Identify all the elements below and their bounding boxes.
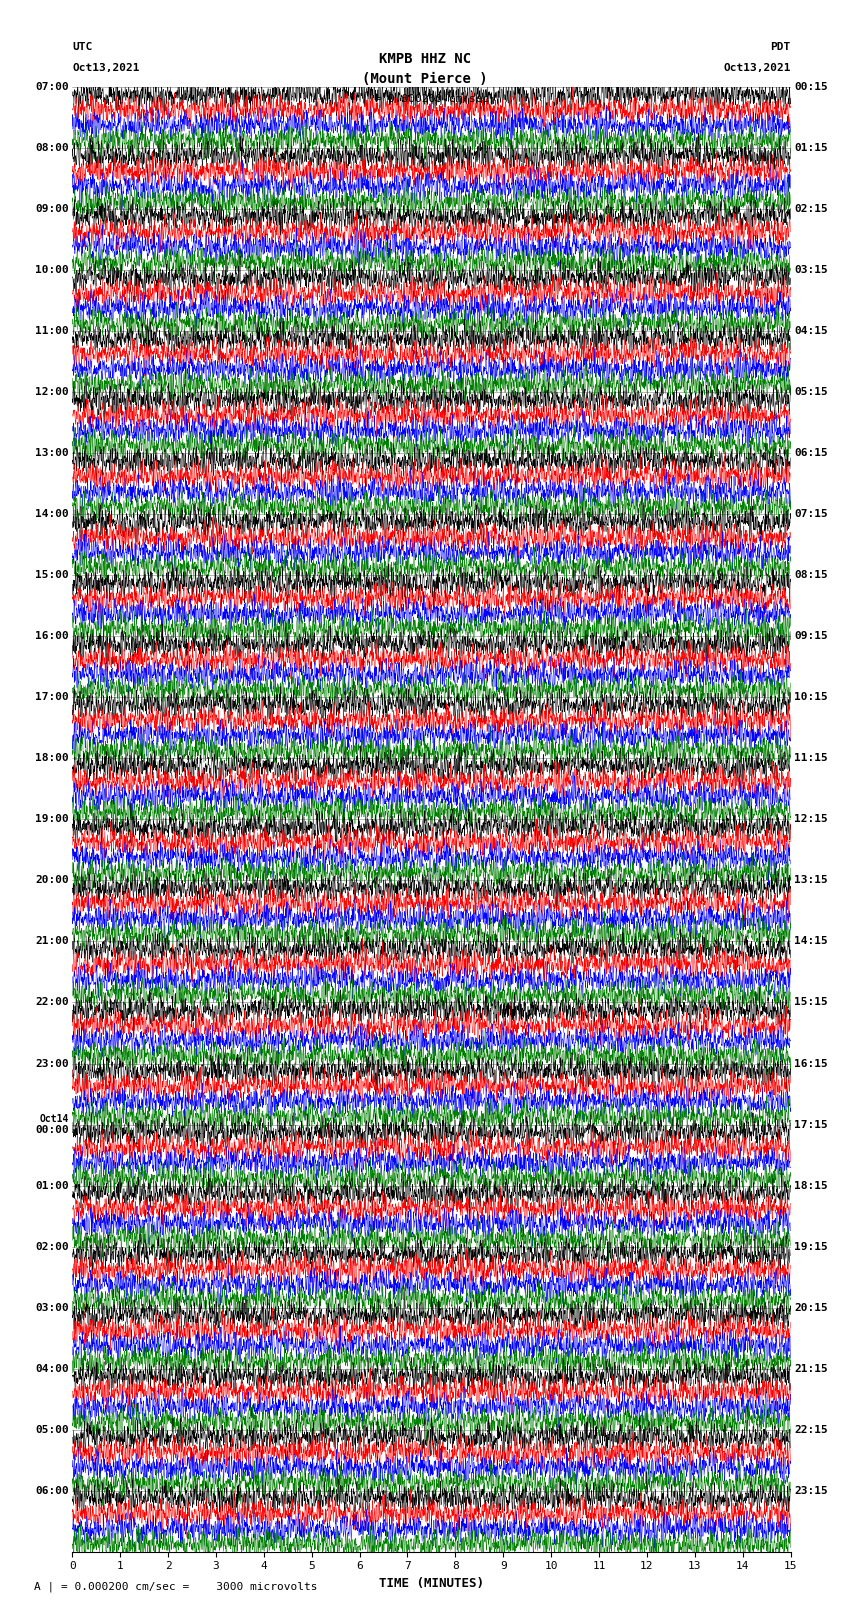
Text: 23:15: 23:15 <box>794 1486 828 1495</box>
Text: 12:00: 12:00 <box>35 387 69 397</box>
Text: 17:15: 17:15 <box>794 1119 828 1129</box>
Text: 13:15: 13:15 <box>794 876 828 886</box>
Text: 09:15: 09:15 <box>794 631 828 642</box>
Text: 18:15: 18:15 <box>794 1181 828 1190</box>
Text: 14:15: 14:15 <box>794 937 828 947</box>
Text: 20:00: 20:00 <box>35 876 69 886</box>
Text: 09:00: 09:00 <box>35 205 69 215</box>
X-axis label: TIME (MINUTES): TIME (MINUTES) <box>379 1578 484 1590</box>
Text: 06:00: 06:00 <box>35 1486 69 1495</box>
Text: 21:15: 21:15 <box>794 1363 828 1374</box>
Text: 03:00: 03:00 <box>35 1303 69 1313</box>
Text: 04:00: 04:00 <box>35 1363 69 1374</box>
Text: 03:15: 03:15 <box>794 265 828 276</box>
Text: 11:00: 11:00 <box>35 326 69 336</box>
Text: 17:00: 17:00 <box>35 692 69 702</box>
Text: 06:15: 06:15 <box>794 448 828 458</box>
Text: PDT: PDT <box>770 42 790 52</box>
Text: 19:15: 19:15 <box>794 1242 828 1252</box>
Text: 01:00: 01:00 <box>35 1181 69 1190</box>
Text: 20:15: 20:15 <box>794 1303 828 1313</box>
Text: 02:15: 02:15 <box>794 205 828 215</box>
Text: 05:00: 05:00 <box>35 1424 69 1434</box>
Text: 07:00: 07:00 <box>35 82 69 92</box>
Text: 00:00: 00:00 <box>35 1126 69 1136</box>
Text: 07:15: 07:15 <box>794 510 828 519</box>
Text: 22:15: 22:15 <box>794 1424 828 1434</box>
Text: 10:00: 10:00 <box>35 265 69 276</box>
Text: 19:00: 19:00 <box>35 815 69 824</box>
Text: (Mount Pierce ): (Mount Pierce ) <box>362 73 488 85</box>
Text: 22:00: 22:00 <box>35 997 69 1008</box>
Text: 01:15: 01:15 <box>794 144 828 153</box>
Text: 23:00: 23:00 <box>35 1058 69 1068</box>
Text: 05:15: 05:15 <box>794 387 828 397</box>
Text: 16:15: 16:15 <box>794 1058 828 1068</box>
Text: Oct13,2021: Oct13,2021 <box>72 63 139 73</box>
Text: 13:00: 13:00 <box>35 448 69 458</box>
Text: 14:00: 14:00 <box>35 510 69 519</box>
Text: 08:15: 08:15 <box>794 571 828 581</box>
Text: 10:15: 10:15 <box>794 692 828 702</box>
Text: 16:00: 16:00 <box>35 631 69 642</box>
Text: 15:00: 15:00 <box>35 571 69 581</box>
Text: 02:00: 02:00 <box>35 1242 69 1252</box>
Text: Oct13,2021: Oct13,2021 <box>723 63 791 73</box>
Text: 11:15: 11:15 <box>794 753 828 763</box>
Text: KMPB HHZ NC: KMPB HHZ NC <box>379 52 471 66</box>
Text: UTC: UTC <box>72 42 93 52</box>
Text: 15:15: 15:15 <box>794 997 828 1008</box>
Text: 04:15: 04:15 <box>794 326 828 336</box>
Text: 12:15: 12:15 <box>794 815 828 824</box>
Text: 08:00: 08:00 <box>35 144 69 153</box>
Text: A | = 0.000200 cm/sec =    3000 microvolts: A | = 0.000200 cm/sec = 3000 microvolts <box>34 1582 318 1592</box>
Text: | = 0.000200 cm/sec: | = 0.000200 cm/sec <box>361 94 489 105</box>
Text: 21:00: 21:00 <box>35 937 69 947</box>
Text: 00:15: 00:15 <box>794 82 828 92</box>
Text: Oct14: Oct14 <box>39 1113 69 1124</box>
Text: 18:00: 18:00 <box>35 753 69 763</box>
